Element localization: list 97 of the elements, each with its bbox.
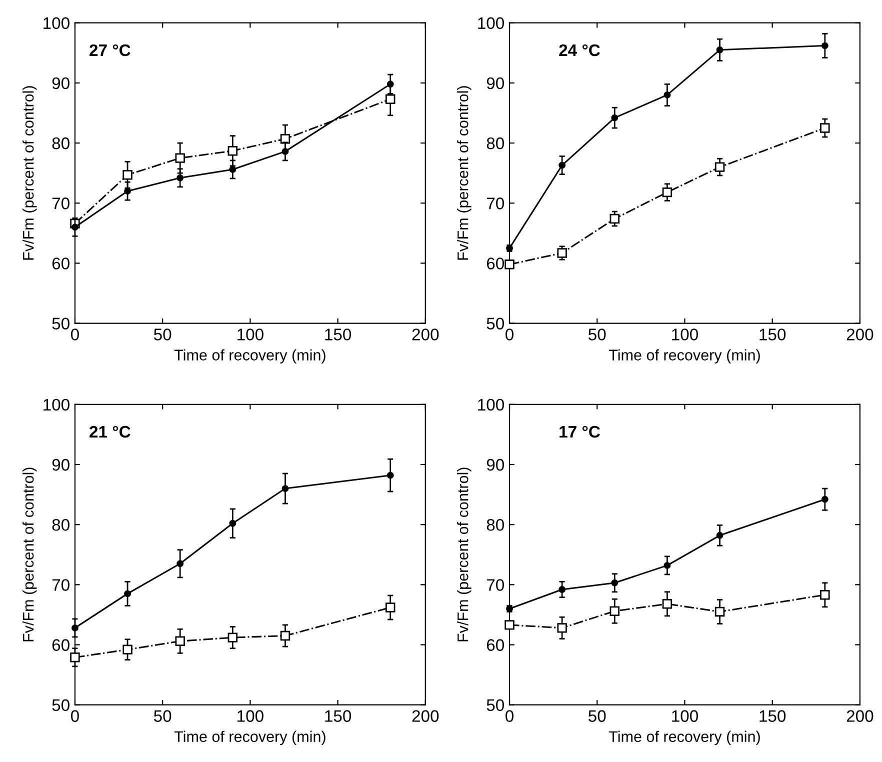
point bbox=[504, 260, 514, 270]
point bbox=[557, 248, 567, 258]
x-tick-label: 0 bbox=[70, 328, 79, 340]
point bbox=[122, 170, 132, 180]
point bbox=[716, 46, 724, 54]
y-tick-label: 60 bbox=[486, 639, 504, 651]
point bbox=[558, 162, 566, 169]
point bbox=[386, 602, 396, 612]
x-tick-label: 50 bbox=[588, 710, 606, 722]
y-tick-label: 70 bbox=[52, 579, 70, 591]
point bbox=[71, 624, 78, 632]
point bbox=[70, 652, 80, 662]
y-tick-label: 50 bbox=[52, 699, 70, 712]
y-axis-title: Fv/Fm (percent of control) bbox=[22, 468, 37, 642]
y-tick-label: 50 bbox=[486, 318, 504, 330]
x-tick-label: 0 bbox=[70, 710, 79, 722]
y-tick-label: 100 bbox=[478, 398, 504, 411]
point bbox=[714, 162, 725, 172]
point bbox=[71, 224, 78, 231]
x-tick-label: 200 bbox=[412, 710, 439, 722]
y-tick-label: 90 bbox=[486, 77, 504, 90]
x-tick-label: 0 bbox=[506, 710, 514, 722]
y-tick-label: 80 bbox=[486, 137, 504, 150]
point bbox=[611, 579, 618, 586]
x-tick-label: 100 bbox=[672, 328, 698, 340]
point bbox=[610, 214, 620, 224]
point bbox=[280, 630, 290, 641]
x-tick-label: 100 bbox=[672, 710, 698, 722]
x-tick-label: 200 bbox=[412, 328, 439, 340]
point bbox=[664, 91, 671, 98]
x-tick-label: 150 bbox=[760, 328, 786, 340]
y-tick-label: 100 bbox=[478, 17, 504, 30]
y-tick-label: 80 bbox=[486, 518, 504, 531]
x-tick-label: 50 bbox=[154, 328, 172, 340]
point bbox=[228, 632, 238, 642]
point bbox=[228, 146, 238, 156]
point bbox=[821, 496, 828, 503]
y-tick-label: 60 bbox=[52, 258, 70, 270]
annotation: 24 °C bbox=[559, 44, 600, 56]
x-axis-title: Time of recovery (min) bbox=[174, 349, 326, 364]
y-axis-title: Fv/Fm (percent of control) bbox=[22, 86, 37, 260]
y-tick-label: 100 bbox=[44, 17, 70, 30]
y-tick-label: 50 bbox=[486, 699, 504, 712]
point bbox=[820, 590, 830, 600]
point bbox=[504, 620, 514, 630]
x-axis-title: Time of recovery (min) bbox=[608, 730, 760, 746]
x-tick-label: 0 bbox=[506, 328, 514, 340]
point bbox=[662, 187, 672, 198]
point bbox=[664, 562, 671, 569]
point bbox=[714, 606, 725, 617]
point bbox=[229, 520, 236, 527]
x-tick-label: 150 bbox=[325, 328, 352, 340]
x-axis-title: Time of recovery (min) bbox=[174, 730, 326, 746]
x-tick-label: 200 bbox=[846, 328, 874, 340]
y-tick-label: 70 bbox=[486, 579, 504, 591]
point bbox=[176, 560, 184, 568]
y-axis-title: Fv/Fm (percent of control) bbox=[457, 468, 472, 642]
point bbox=[557, 623, 567, 633]
point bbox=[175, 153, 185, 163]
y-tick-label: 100 bbox=[44, 398, 70, 411]
point bbox=[282, 148, 289, 155]
y-tick-label: 90 bbox=[52, 458, 70, 471]
y-tick-label: 60 bbox=[486, 258, 504, 270]
y-tick-label: 90 bbox=[486, 458, 504, 471]
x-tick-label: 200 bbox=[846, 710, 874, 722]
x-tick-label: 50 bbox=[588, 328, 606, 340]
x-tick-label: 100 bbox=[238, 328, 264, 340]
y-tick-label: 80 bbox=[52, 137, 70, 150]
point bbox=[820, 123, 830, 133]
point bbox=[386, 472, 394, 479]
y-tick-label: 80 bbox=[52, 518, 70, 531]
x-tick-label: 150 bbox=[760, 710, 786, 722]
point bbox=[821, 42, 828, 50]
x-axis-title: Time of recovery (min) bbox=[608, 349, 760, 364]
point bbox=[506, 244, 513, 252]
point bbox=[506, 605, 513, 612]
x-tick-label: 50 bbox=[154, 710, 172, 722]
point bbox=[558, 586, 566, 593]
point bbox=[124, 590, 132, 598]
annotation: 21 °C bbox=[90, 426, 130, 438]
x-tick-label: 100 bbox=[238, 710, 264, 722]
y-tick-label: 60 bbox=[52, 639, 70, 651]
annotation: 27 °C bbox=[90, 44, 130, 56]
point bbox=[611, 114, 618, 122]
y-tick-label: 90 bbox=[52, 77, 70, 90]
y-tick-label: 70 bbox=[52, 198, 70, 210]
y-axis-title: Fv/Fm (percent of control) bbox=[457, 86, 472, 260]
x-tick-label: 150 bbox=[325, 710, 352, 722]
point bbox=[175, 636, 185, 646]
y-tick-label: 50 bbox=[52, 318, 70, 330]
annotation: 17 °C bbox=[560, 426, 600, 438]
point bbox=[610, 606, 620, 616]
point bbox=[662, 599, 672, 609]
point bbox=[716, 532, 724, 539]
point bbox=[122, 644, 132, 654]
y-tick-label: 70 bbox=[486, 198, 504, 210]
point bbox=[282, 485, 289, 492]
